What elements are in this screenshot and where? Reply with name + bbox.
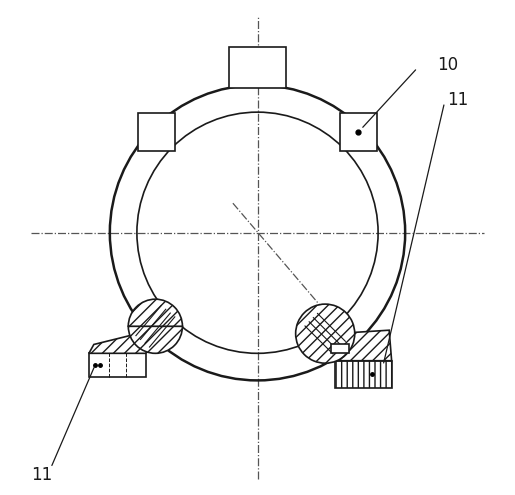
Bar xyxy=(229,47,286,88)
Text: 11: 11 xyxy=(447,91,468,109)
Bar xyxy=(335,361,391,388)
Text: 10: 10 xyxy=(437,56,458,74)
Polygon shape xyxy=(312,330,391,361)
Polygon shape xyxy=(138,113,175,150)
Wedge shape xyxy=(128,326,182,353)
Polygon shape xyxy=(331,344,349,352)
Text: 11: 11 xyxy=(31,466,53,484)
Wedge shape xyxy=(296,304,355,363)
Wedge shape xyxy=(128,299,182,326)
Polygon shape xyxy=(89,326,168,353)
Bar xyxy=(89,353,146,377)
Polygon shape xyxy=(340,113,377,150)
